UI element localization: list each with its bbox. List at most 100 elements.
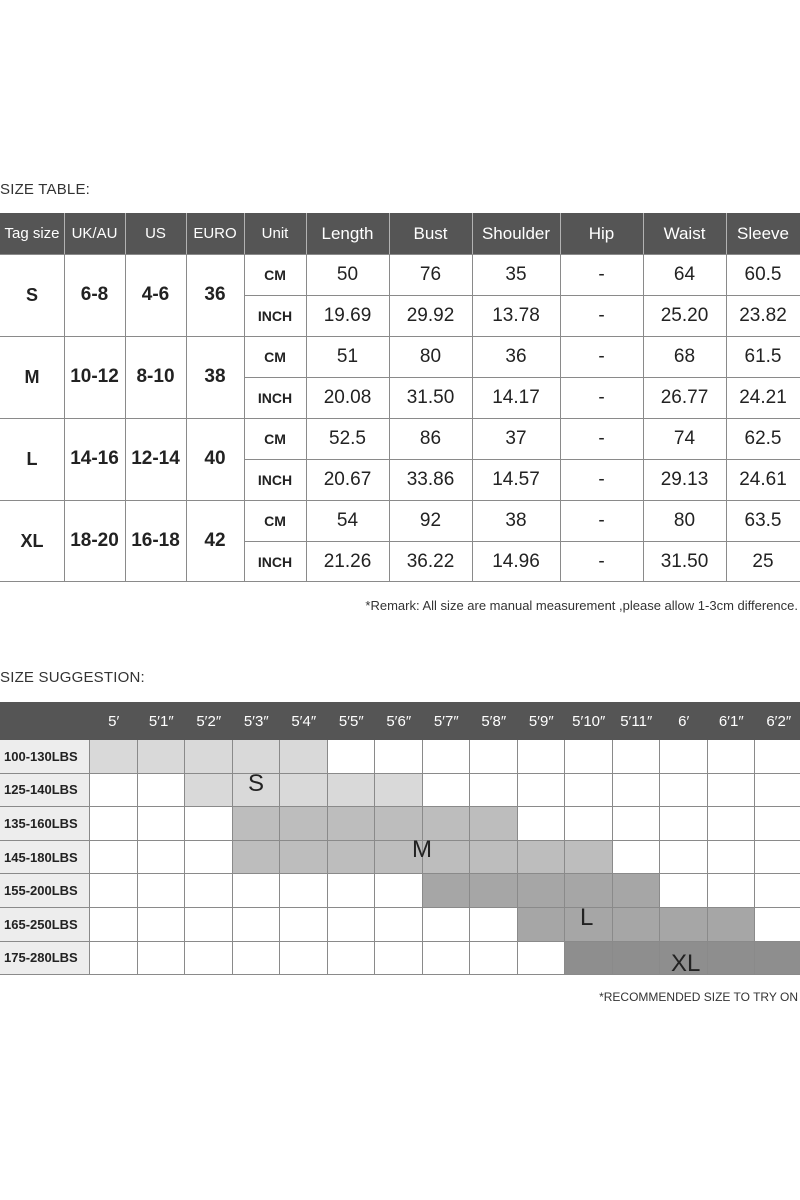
- grid-cell: [707, 840, 755, 875]
- size-table-remark: *Remark: All size are manual measurement…: [365, 598, 798, 613]
- header-divider: [306, 213, 307, 254]
- height-header: 5′3″: [243, 712, 269, 730]
- grid-cell: [660, 840, 708, 875]
- column-divider: [560, 254, 561, 582]
- header-hip: Hip: [588, 223, 615, 243]
- measurement-cell: 52.5: [329, 427, 366, 449]
- grid-cell: [612, 773, 660, 808]
- column-divider: [186, 254, 187, 582]
- measurement-cell: -: [598, 386, 605, 408]
- grid-cell: [707, 773, 755, 808]
- measurement-cell: 33.86: [406, 468, 455, 490]
- tag-size-cell: M: [24, 366, 40, 387]
- measurement-cell: 54: [336, 509, 359, 531]
- measurement-cell: 63.5: [744, 509, 782, 531]
- grid-cell: [280, 840, 328, 875]
- header-sleeve: Sleeve: [737, 223, 789, 243]
- row-divider: [0, 418, 800, 419]
- grid-cell: [185, 908, 233, 942]
- uk-au-cell: 10-12: [70, 366, 119, 387]
- measurement-cell: -: [598, 509, 605, 531]
- grid-cell: [517, 740, 565, 774]
- row-divider: [0, 581, 800, 582]
- grid-cell: [232, 840, 280, 875]
- header-unit: Unit: [261, 225, 289, 242]
- height-header: 5′10″: [572, 712, 606, 730]
- unit-cell: CM: [264, 512, 286, 529]
- us-cell: 12-14: [131, 448, 180, 469]
- header-bust: Bust: [413, 223, 448, 243]
- grid-cell: [232, 807, 280, 841]
- measurement-cell: 25: [752, 550, 774, 572]
- grid-cell: [612, 740, 660, 774]
- column-divider: [726, 254, 727, 582]
- grid-cell: [565, 807, 613, 841]
- grid-cell: [755, 740, 800, 774]
- column-divider: [472, 254, 473, 582]
- grid-cell: [90, 807, 138, 841]
- grid-cell: [470, 941, 518, 976]
- grid-cell: [232, 773, 280, 808]
- grid-cell: [185, 840, 233, 875]
- grid-cell: [90, 941, 138, 976]
- height-header: 6′2″: [766, 712, 792, 730]
- grid-cell: [470, 874, 518, 908]
- grid-cell: [137, 740, 185, 774]
- grid-cell: [612, 908, 660, 942]
- grid-cell: [612, 840, 660, 875]
- measurement-cell: 80: [673, 509, 696, 531]
- grid-cell: [232, 740, 280, 774]
- grid-cell: [280, 807, 328, 841]
- height-header: 6′1″: [718, 712, 744, 730]
- weight-label: 175-280LBS: [0, 941, 90, 976]
- measurement-cell: 14.96: [492, 550, 540, 572]
- column-divider: [643, 254, 644, 582]
- unit-cell: CM: [264, 430, 286, 447]
- measurement-cell: 26.77: [660, 386, 709, 408]
- grid-cell: [517, 874, 565, 908]
- grid-cell: [707, 908, 755, 942]
- measurement-cell: -: [598, 304, 605, 326]
- measurement-cell: -: [598, 263, 605, 285]
- grid-cell: [755, 941, 800, 976]
- height-header: 6′: [678, 712, 690, 730]
- grid-cell: [565, 740, 613, 774]
- grid-cell: [280, 740, 328, 774]
- height-header: 5′9″: [528, 712, 554, 730]
- grid-cell: [327, 840, 375, 875]
- grid-cell: [660, 773, 708, 808]
- header-divider: [726, 213, 727, 254]
- grid-cell: [422, 773, 470, 808]
- header-divider: [472, 213, 473, 254]
- grid-cell: [755, 908, 800, 942]
- grid-cell: [565, 908, 613, 942]
- measurement-cell: 31.50: [660, 550, 709, 572]
- grid-cell: [470, 807, 518, 841]
- zone-label-s: S: [248, 770, 265, 797]
- height-header: 5′2″: [196, 712, 222, 730]
- grid-cell: [137, 840, 185, 875]
- grid-cell: [137, 874, 185, 908]
- measurement-cell: 80: [419, 345, 442, 367]
- header-uk-au: UK/AU: [71, 225, 118, 242]
- zone-label-xl: XL: [671, 950, 701, 977]
- header-divider: [560, 213, 561, 254]
- grid-cell: [90, 908, 138, 942]
- row-divider: [0, 500, 800, 501]
- unit-cell: INCH: [257, 389, 293, 406]
- column-divider: [306, 254, 307, 582]
- grid-cell: [660, 807, 708, 841]
- size-table-header-row: [0, 213, 800, 254]
- measurement-cell: 35: [505, 263, 527, 285]
- grid-cell: [375, 807, 423, 841]
- header-divider: [244, 213, 245, 254]
- column-divider: [64, 254, 65, 582]
- grid-cell: [707, 807, 755, 841]
- measurement-cell: -: [598, 468, 605, 490]
- measurement-cell: 51: [336, 345, 359, 367]
- grid-cell: [565, 840, 613, 875]
- grid-cell: [565, 874, 613, 908]
- grid-cell: [375, 740, 423, 774]
- header-euro: EURO: [193, 225, 237, 242]
- header-divider: [125, 213, 126, 254]
